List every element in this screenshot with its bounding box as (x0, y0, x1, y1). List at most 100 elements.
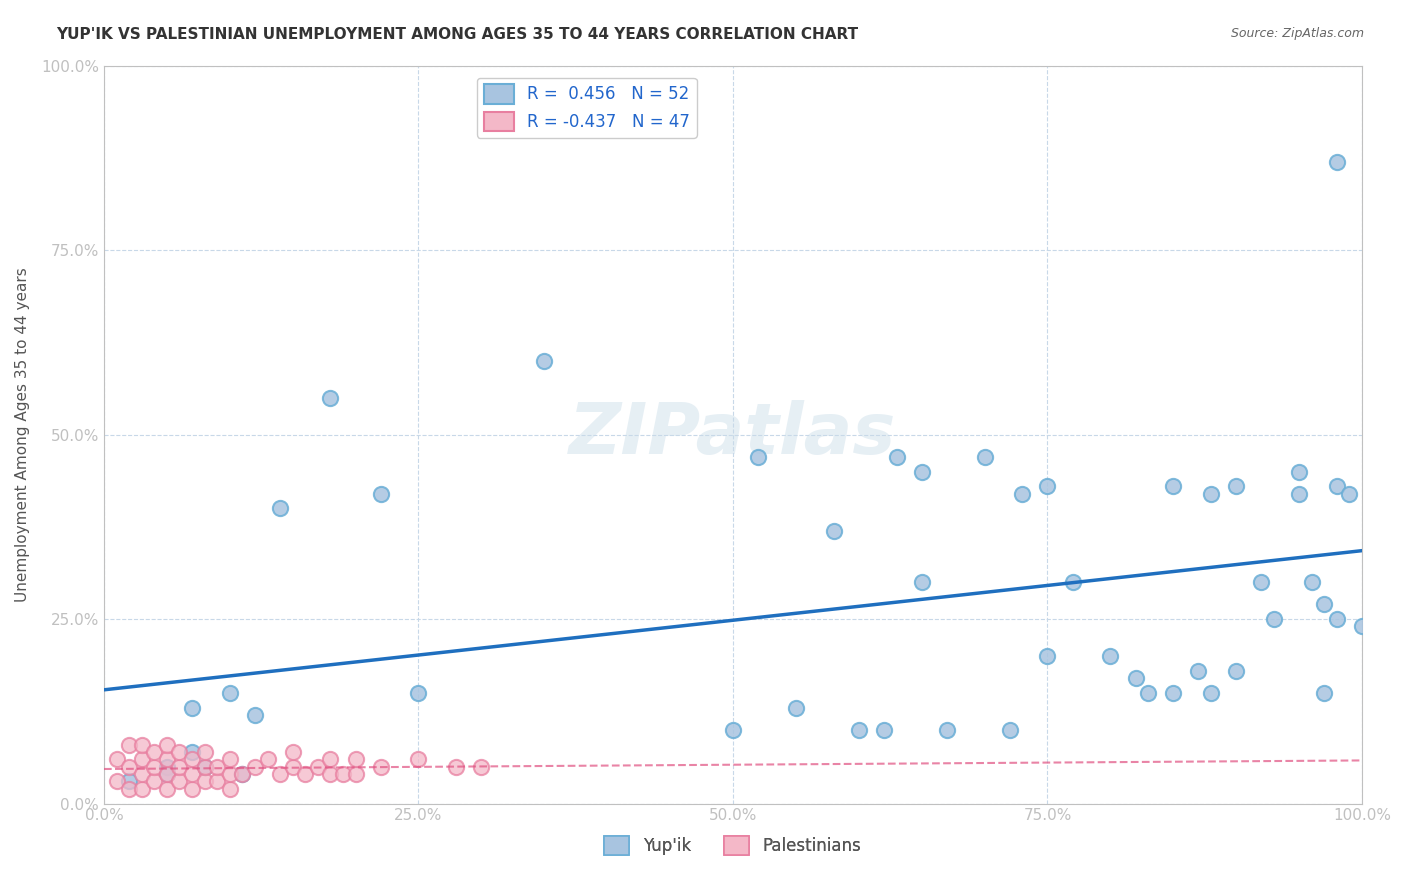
Point (218, 686, 240, 700)
Point (408, 686, 430, 700)
Point (307, 760, 329, 774)
Y-axis label: Unemployment Among Ages 35 to 44 years: Unemployment Among Ages 35 to 44 years (15, 268, 30, 602)
Point (194, 774, 217, 789)
Point (181, 767, 204, 781)
Point (181, 700, 204, 714)
Point (911, 575, 934, 590)
Point (156, 738, 179, 752)
Point (747, 450, 769, 464)
Point (1187, 664, 1209, 678)
Point (131, 738, 153, 752)
Point (470, 760, 492, 774)
Point (1199, 686, 1222, 700)
Point (156, 767, 179, 781)
Point (118, 774, 141, 789)
Point (1288, 465, 1310, 479)
Point (344, 767, 367, 781)
Text: Source: ZipAtlas.com: Source: ZipAtlas.com (1230, 27, 1364, 40)
Point (105, 752, 128, 766)
Point (205, 774, 228, 789)
Point (218, 781, 240, 796)
Point (194, 760, 217, 774)
Point (194, 760, 217, 774)
Point (143, 760, 166, 774)
Point (169, 774, 191, 789)
Point (194, 745, 217, 759)
Text: ZIPatlas: ZIPatlas (569, 401, 897, 469)
Point (332, 767, 354, 781)
Point (218, 767, 240, 781)
Point (1301, 575, 1323, 590)
Point (1351, 619, 1374, 633)
Point (205, 760, 228, 774)
Point (848, 723, 870, 737)
Text: YUP'IK VS PALESTINIAN UNEMPLOYMENT AMONG AGES 35 TO 44 YEARS CORRELATION CHART: YUP'IK VS PALESTINIAN UNEMPLOYMENT AMONG… (56, 27, 859, 42)
Point (281, 745, 304, 759)
Point (444, 760, 467, 774)
Point (131, 752, 153, 766)
Point (721, 723, 744, 737)
Point (181, 745, 204, 759)
Point (533, 353, 555, 368)
Point (169, 760, 191, 774)
Point (156, 781, 179, 796)
Point (1099, 648, 1122, 663)
Point (156, 767, 179, 781)
Point (1036, 479, 1059, 493)
Point (319, 391, 342, 405)
Point (256, 752, 278, 766)
Point (243, 760, 266, 774)
Point (370, 760, 392, 774)
Point (785, 700, 807, 714)
Point (143, 774, 166, 789)
Point (1313, 598, 1336, 612)
Point (1326, 612, 1348, 626)
Point (169, 745, 191, 759)
Point (1062, 575, 1084, 590)
Point (143, 745, 166, 759)
Point (408, 752, 430, 766)
Point (886, 450, 908, 464)
Point (231, 767, 253, 781)
Point (118, 760, 141, 774)
Point (319, 767, 342, 781)
Point (131, 781, 153, 796)
Point (1011, 486, 1033, 500)
Point (370, 486, 392, 500)
Point (319, 752, 342, 766)
Point (281, 760, 304, 774)
Point (131, 767, 153, 781)
Point (105, 774, 128, 789)
Point (243, 708, 266, 723)
Point (181, 781, 204, 796)
Point (118, 738, 141, 752)
Point (156, 760, 179, 774)
Point (294, 767, 316, 781)
Point (269, 501, 291, 516)
Point (1339, 486, 1361, 500)
Point (1263, 612, 1285, 626)
Point (231, 767, 253, 781)
Point (1137, 686, 1160, 700)
Point (873, 723, 896, 737)
Point (1225, 479, 1247, 493)
Point (1125, 671, 1147, 685)
Point (1199, 486, 1222, 500)
Point (998, 723, 1021, 737)
Point (1326, 479, 1348, 493)
Point (344, 752, 367, 766)
Legend: Yup'ik, Palestinians: Yup'ik, Palestinians (598, 830, 868, 862)
Point (973, 450, 995, 464)
Point (935, 723, 957, 737)
Point (218, 752, 240, 766)
Point (1326, 154, 1348, 169)
Point (1288, 486, 1310, 500)
Point (181, 752, 204, 766)
Point (269, 767, 291, 781)
Point (156, 752, 179, 766)
Point (1250, 575, 1272, 590)
Point (1313, 686, 1336, 700)
Point (1161, 479, 1184, 493)
Point (911, 465, 934, 479)
Point (118, 781, 141, 796)
